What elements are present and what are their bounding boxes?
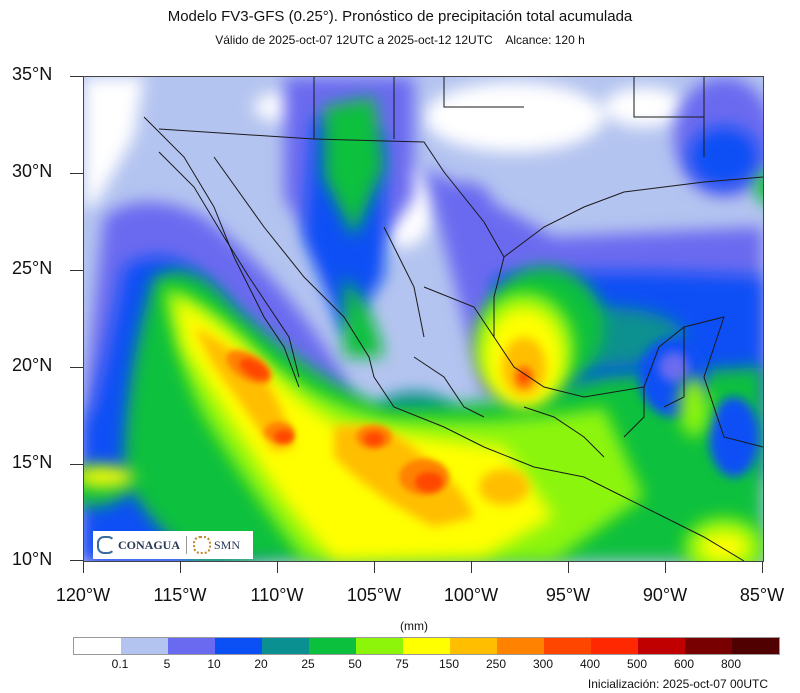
lon-label-120: 120°W: [55, 585, 111, 605]
conagua-logo-text: CONAGUA: [118, 537, 180, 552]
lon-tick: [180, 561, 181, 573]
lon-tick: [665, 561, 666, 573]
chart-title: Modelo FV3-GFS (0.25°). Pronóstico de pr…: [167, 8, 633, 25]
chart-subtitle: Válido de 2025-oct-07 12UTC a 2025-oct-1…: [215, 33, 585, 47]
colorbar-tick-label: 10: [207, 657, 221, 671]
lon-label-110: 110°W: [250, 585, 304, 605]
lon-tick: [374, 561, 375, 573]
lat-label-35: 35°N: [12, 64, 53, 84]
lat-label-30: 30°N: [12, 161, 53, 181]
colorbar-tick-label: 20: [254, 657, 268, 671]
lat-label-25: 25°N: [12, 258, 53, 278]
lon-label-95: 95°W: [545, 585, 591, 605]
colorbar-units: (mm): [400, 619, 428, 633]
lon-label-115: 115°W: [153, 585, 207, 605]
lon-tick: [568, 561, 569, 573]
conagua-logo-icon: [97, 536, 115, 554]
colorbar-swatch: [685, 638, 732, 654]
lat-label-20: 20°N: [12, 355, 53, 375]
lon-label-90: 90°W: [642, 585, 688, 605]
colorbar-swatch: [544, 638, 591, 654]
lon-label-85: 85°W: [739, 585, 785, 605]
colorbar-swatch: [403, 638, 450, 654]
lon-tick: [277, 561, 278, 573]
colorbar-tick-label: 150: [438, 657, 460, 671]
colorbar-swatch: [732, 638, 779, 654]
colorbar-tick-label: 250: [485, 657, 507, 671]
lat-tick: [70, 270, 83, 271]
colorbar-swatch: [74, 638, 121, 654]
agency-logos: CONAGUA SMN: [93, 531, 253, 559]
colorbar-tick-label: 300: [532, 657, 554, 671]
lat-label-15: 15°N: [12, 452, 53, 472]
colorbar-swatch: [591, 638, 638, 654]
lat-tick: [70, 173, 83, 174]
lon-label-100: 100°W: [443, 585, 499, 605]
colorbar-swatch: [356, 638, 403, 654]
colorbar-swatch: [497, 638, 544, 654]
smn-logo-text: SMN: [214, 537, 241, 552]
lat-tick: [70, 76, 83, 77]
lat-tick: [70, 367, 83, 368]
colorbar-tick-label: 400: [579, 657, 601, 671]
colorbar-tick-label: 0.1: [111, 657, 129, 671]
lon-tick: [471, 561, 472, 573]
lon-tick: [762, 561, 763, 573]
colorbar-swatch: [638, 638, 685, 654]
colorbar-swatch: [215, 638, 262, 654]
colorbar-swatch: [450, 638, 497, 654]
colorbar-swatch: [309, 638, 356, 654]
lat-tick: [70, 560, 83, 561]
initialization-time: Inicialización: 2025-oct-07 00UTC: [587, 677, 768, 691]
colorbar-tick-label: 500: [626, 657, 648, 671]
lat-tick: [70, 464, 83, 465]
smn-logo-icon: [193, 536, 211, 554]
colorbar-swatch: [168, 638, 215, 654]
colorbar-tick-label: 50: [348, 657, 362, 671]
logo-separator: [186, 536, 187, 554]
colorbar-tick-label: 25: [301, 657, 315, 671]
lat-label-10: 10°N: [12, 549, 53, 569]
colorbar-tick-label: 5: [163, 657, 171, 671]
lon-tick: [83, 561, 84, 573]
colorbar-tick-label: 600: [673, 657, 695, 671]
lon-label-105: 105°W: [346, 585, 402, 605]
colorbar: [73, 637, 780, 655]
precipitation-field: [84, 77, 763, 561]
colorbar-tick-label: 800: [720, 657, 742, 671]
colorbar-tick-label: 75: [395, 657, 409, 671]
colorbar-swatch: [262, 638, 309, 654]
colorbar-swatch: [121, 638, 168, 654]
precipitation-map: CONAGUA SMN: [83, 76, 764, 562]
